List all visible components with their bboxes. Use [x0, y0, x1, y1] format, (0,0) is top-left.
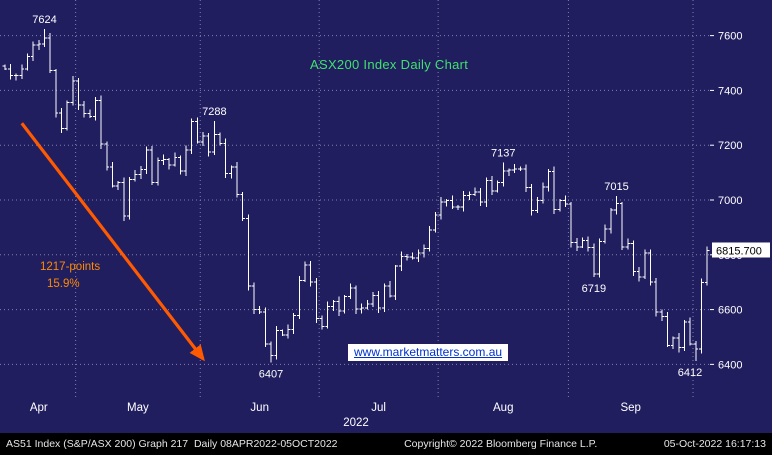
y-tick-label: 7200 — [718, 140, 742, 152]
price-level-label: 6719 — [582, 283, 606, 295]
price-chart: 7624 7288 7137 7015 6407 6719 6412 7600 7400 7200… — [0, 0, 770, 400]
y-tick-label: 7400 — [718, 85, 742, 97]
month-label-jul: Jul — [371, 402, 386, 414]
month-label-may: May — [127, 402, 149, 414]
year-label: 2022 — [343, 417, 369, 429]
footer-timestamp: 05-Oct-2022 16:17:13 — [663, 438, 766, 450]
month-label-aug: Aug — [493, 402, 514, 414]
chart-area: 7624 7288 7137 7015 6407 6719 6412 7600 7400 7200… — [0, 0, 770, 400]
gridlines — [0, 0, 710, 400]
last-price-tag: 6815.700 — [712, 242, 770, 258]
price-level-label: 7624 — [32, 14, 56, 26]
price-level-label: 7288 — [202, 106, 226, 118]
month-label-apr: Apr — [29, 402, 48, 414]
month-label-sep: Sep — [620, 402, 641, 414]
price-level-label: 7015 — [604, 181, 628, 193]
month-label-jun: Jun — [250, 402, 269, 414]
x-axis: Apr May Jun Jul Aug Sep 2022 — [0, 400, 712, 433]
price-level-label: 6407 — [259, 368, 283, 380]
footer-copyright: Copyright© 2022 Bloomberg Finance L.P. — [404, 438, 598, 450]
decline-points-label: 1217-points — [40, 261, 101, 273]
price-bars — [2, 29, 710, 363]
decline-percent-label: 15.9% — [47, 278, 80, 290]
status-bar: AS51 Index (S&P/ASX 200) Graph 217 Daily… — [0, 433, 772, 455]
last-price-label: 6815.700 — [716, 245, 762, 257]
footer-security-info: AS51 Index (S&P/ASX 200) Graph 217 Daily… — [6, 438, 338, 450]
y-tick-label: 6400 — [718, 359, 742, 371]
y-tick-label: 7600 — [718, 31, 742, 43]
price-annotations: 7624 7288 7137 7015 6407 6719 6412 — [32, 14, 702, 380]
decline-annotation: 1217-points 15.9% — [40, 259, 100, 293]
price-level-label: 7137 — [491, 147, 515, 159]
price-level-label: 6412 — [678, 367, 702, 379]
trend-arrow — [20, 122, 205, 362]
chart-title: ASX200 Index Daily Chart — [310, 57, 469, 72]
watermark-link[interactable]: www.marketmatters.com.au — [348, 344, 509, 361]
y-tick-label: 7000 — [718, 195, 742, 207]
y-tick-label: 6600 — [718, 305, 742, 317]
y-axis-labels: 7600740072007000680066006400 — [710, 31, 742, 371]
